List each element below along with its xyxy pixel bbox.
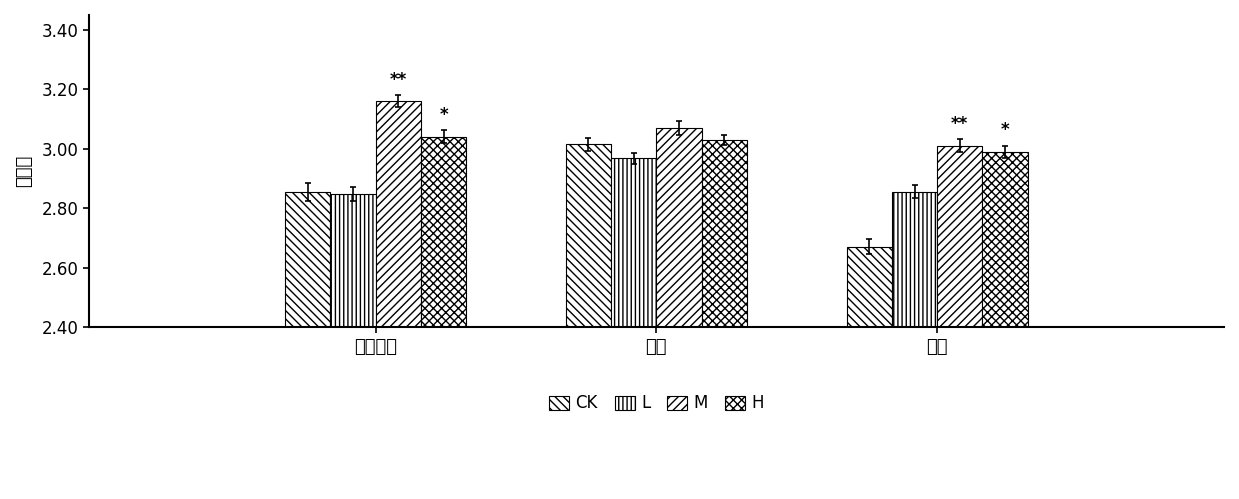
Y-axis label: 绒腔比: 绒腔比 xyxy=(15,155,33,187)
Legend: CK, L, M, H: CK, L, M, H xyxy=(549,395,764,413)
Text: *: * xyxy=(439,106,447,124)
Bar xyxy=(285,192,331,327)
Bar xyxy=(983,152,1027,327)
Bar xyxy=(892,192,937,327)
Bar xyxy=(701,140,747,327)
Bar xyxy=(331,194,375,327)
Text: *: * xyxy=(1001,121,1010,139)
Text: **: ** xyxy=(389,71,406,89)
Bar xyxy=(611,158,657,327)
Text: **: ** xyxy=(952,115,969,133)
Bar xyxy=(421,137,466,327)
Bar xyxy=(846,247,892,327)
Bar xyxy=(657,128,701,327)
Bar xyxy=(375,101,421,327)
Bar xyxy=(566,144,611,327)
Bar xyxy=(937,146,983,327)
